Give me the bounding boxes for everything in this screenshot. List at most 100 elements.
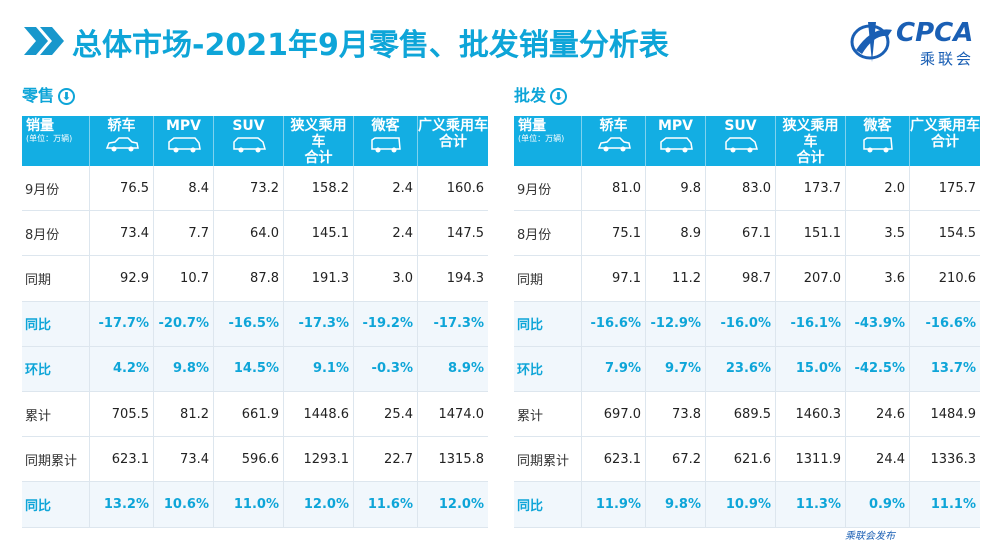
wholesale-table: 销量 (单位：万辆) 轿车 MPV SUV 狭义乘用车 合计 微客 广义乘用车 合计 9月份 81.0… [514,116,980,528]
table-cell: -19.2% [354,301,418,347]
table-cell: 24.4 [846,437,910,483]
table-cell: 2.4 [354,211,418,257]
table-cell: 87.8 [214,256,284,302]
column-header: 广义乘用车 合计 [418,116,488,166]
table-cell: 13.7% [910,346,980,392]
table-cell: 210.6 [910,256,980,302]
table-cell: 207.0 [776,256,846,302]
mpv-icon [659,137,693,153]
header-row: 销量 (单位：万辆) 轿车 MPV SUV 狭义乘用车 合计 微客 广义乘用车 合计 [22,116,488,166]
wholesale-panel: 批发 ⬇ 销量 (单位：万辆) 轿车 MPV SUV 狭义乘用车 合计 微客 广义乘用车 合计 9月… [514,84,984,528]
table-cell: -17.3% [418,301,488,347]
row-label: 环比 [514,346,582,392]
footer-note: 乘联会发布 [845,531,895,542]
table-cell: 3.5 [846,211,910,257]
table-cell: 22.7 [354,437,418,483]
row-label: 同比 [22,301,90,347]
page-title: 总体市场-2021年9月零售、批发销量分析表 [72,28,669,63]
table-cell: 14.5% [214,346,284,392]
table-cell: 11.1% [910,482,980,528]
table-cell: 1315.8 [418,437,488,483]
column-label: 微客 [863,118,892,134]
table-cell: 23.6% [706,346,776,392]
table-row: 累计 697.0 73.8 689.5 1460.3 24.6 1484.9 [514,391,980,438]
column-header: 广义乘用车 合计 [910,116,980,166]
table-cell: 623.1 [582,437,646,483]
table-cell: 661.9 [214,391,284,438]
table-cell: 11.3% [776,482,846,528]
table-cell: -12.9% [646,301,706,347]
table-row: 环比 7.9% 9.7% 23.6% 15.0% -42.5% 13.7% [514,346,980,392]
unit-sub: (单位：万辆) [26,134,73,143]
table-cell: -17.3% [284,301,354,347]
table-cell: 81.2 [154,391,214,438]
table-cell: 8.9 [646,211,706,257]
table-cell: 8.4 [154,166,214,212]
table-cell: 11.0% [214,482,284,528]
table-cell: 9.8% [646,482,706,528]
column-label: MPV [165,118,202,134]
page-header: 总体市场-2021年9月零售、批发销量分析表 CPCA 乘联会 [0,0,1000,82]
table-cell: 2.4 [354,166,418,212]
table-cell: 1474.0 [418,391,488,438]
table-cell: 98.7 [706,256,776,302]
column-label-line2: 合计 [304,150,333,166]
table-cell: 2.0 [846,166,910,212]
unit-label: 销量 [518,118,546,134]
table-row: 同比 11.9% 9.8% 10.9% 11.3% 0.9% 11.1% [514,482,980,528]
table-cell: 3.6 [846,256,910,302]
mpv-icon [167,137,201,153]
retail-panel: 零售 ⬇ 销量 (单位：万辆) 轿车 MPV SUV 狭义乘用车 合计 微客 广义乘用车 合计 9月… [22,84,492,528]
table-cell: 160.6 [418,166,488,212]
table-cell: 621.6 [706,437,776,483]
table-cell: 75.1 [582,211,646,257]
table-row: 同期累计 623.1 67.2 621.6 1311.9 24.4 1336.3 [514,437,980,483]
table-cell: 175.7 [910,166,980,212]
row-label: 环比 [22,346,90,392]
column-label: 狭义乘用车 [290,118,347,150]
table-cell: 194.3 [418,256,488,302]
column-header: 微客 [846,116,910,166]
column-header: SUV [706,116,776,166]
table-cell: 1293.1 [284,437,354,483]
table-cell: 1311.9 [776,437,846,483]
table-cell: 10.7 [154,256,214,302]
table-row: 同期 92.9 10.7 87.8 191.3 3.0 194.3 [22,256,488,302]
column-label: 轿车 [599,118,628,134]
cpca-logo: CPCA 乘联会 [848,16,980,72]
table-row: 9月份 76.5 8.4 73.2 158.2 2.4 160.6 [22,166,488,212]
table-cell: 1336.3 [910,437,980,483]
table-cell: 9.1% [284,346,354,392]
table-cell: 0.9% [846,482,910,528]
column-header: 狭义乘用车 合计 [284,116,354,166]
table-cell: 9.8% [154,346,214,392]
header-row: 销量 (单位：万辆) 轿车 MPV SUV 狭义乘用车 合计 微客 广义乘用车 合计 [514,116,980,166]
table-cell: 154.5 [910,211,980,257]
row-label: 同比 [514,482,582,528]
table-cell: -16.1% [776,301,846,347]
section-label: 零售 [22,86,55,105]
table-cell: 97.1 [582,256,646,302]
column-label: 轿车 [107,118,136,134]
sedan-icon [597,137,631,152]
table-row: 环比 4.2% 9.8% 14.5% 9.1% -0.3% 8.9% [22,346,488,392]
suv-icon [232,137,266,153]
table-cell: 24.6 [846,391,910,438]
table-cell: -17.7% [90,301,154,347]
table-cell: 73.4 [154,437,214,483]
table-cell: 81.0 [582,166,646,212]
table-cell: 9.7% [646,346,706,392]
table-cell: 83.0 [706,166,776,212]
arrow-down-circle-icon: ⬇ [58,87,76,105]
row-label: 累计 [22,391,90,438]
table-cell: 158.2 [284,166,354,212]
table-cell: 1460.3 [776,391,846,438]
table-cell: -42.5% [846,346,910,392]
table-cell: 10.6% [154,482,214,528]
row-label: 9月份 [514,166,582,212]
row-label: 同比 [514,301,582,347]
table-cell: 67.2 [646,437,706,483]
table-cell: 1448.6 [284,391,354,438]
column-label: 广义乘用车 [418,118,488,134]
column-label: 微客 [371,118,400,134]
